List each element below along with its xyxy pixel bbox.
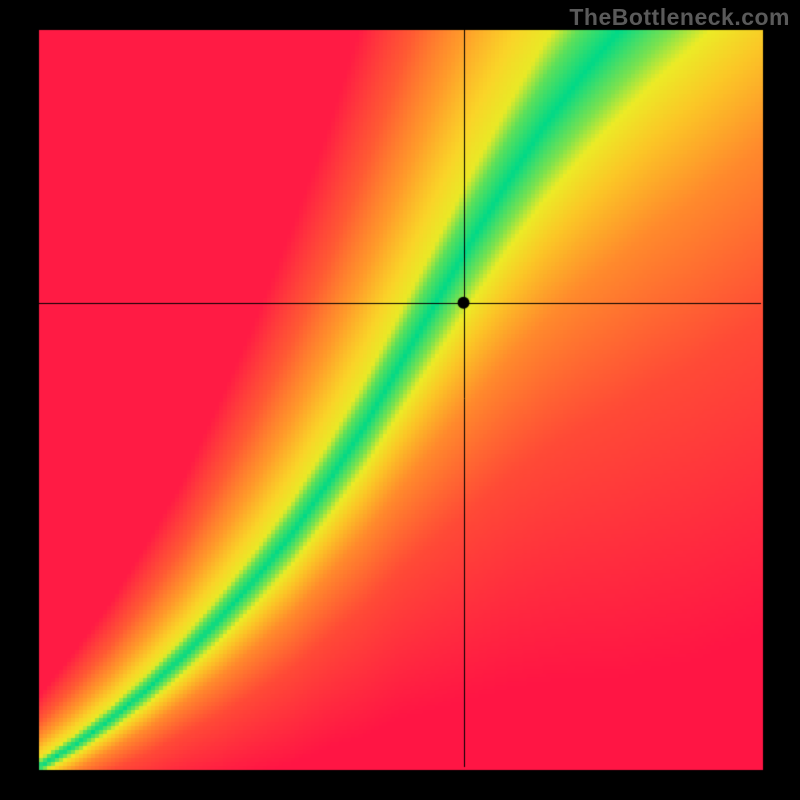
watermark-text: TheBottleneck.com: [569, 4, 790, 31]
bottleneck-heatmap: [0, 0, 800, 800]
chart-container: TheBottleneck.com: [0, 0, 800, 800]
